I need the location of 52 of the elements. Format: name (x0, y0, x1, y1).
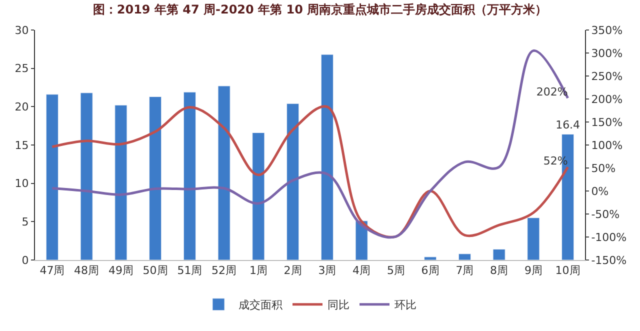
x-tick-label: 48周 (74, 264, 100, 278)
y-tick-label: 10 (14, 177, 29, 190)
x-tick-label: 9周 (524, 264, 542, 278)
x-tick-label: 5周 (386, 264, 405, 278)
y2-tick-label: 150% (591, 116, 623, 129)
x-tick-label: 6周 (421, 264, 440, 278)
y2-tick-label: 300% (591, 46, 623, 60)
x-tick-label: 52周 (212, 264, 237, 278)
y2-tick-label: 50% (591, 162, 616, 175)
bar (320, 54, 334, 260)
bar (527, 218, 540, 260)
x-tick-label: 1周 (249, 264, 268, 278)
bar (183, 92, 196, 260)
y-tick-label: 20 (14, 100, 29, 114)
bar (424, 256, 437, 260)
y2-tick-label: -50% (591, 208, 620, 221)
x-tick-label: 49周 (108, 264, 134, 278)
x-tick-label: 7周 (456, 264, 474, 278)
x-tick-label: 51周 (177, 264, 202, 278)
y2-tick-label: 0% (591, 184, 609, 198)
y-tick-label: 30 (14, 24, 29, 37)
bar (149, 96, 162, 260)
bar (286, 103, 300, 260)
y-tick-label: 25 (14, 62, 29, 76)
y2-tick-label: 350% (591, 24, 623, 37)
bar (114, 104, 128, 260)
x-tick-label: 10周 (555, 264, 580, 278)
bar (458, 254, 471, 260)
bar (492, 249, 506, 260)
x-tick-label: 8周 (490, 264, 508, 278)
x-tick-label: 47周 (40, 264, 65, 278)
y-tick-label: 15 (14, 138, 29, 152)
x-tick-label: 3周 (318, 264, 336, 278)
legend-label: 成交面积 (238, 298, 282, 312)
y2-tick-label: -100% (591, 230, 627, 244)
chart-title: 图：2019 年第 47 周-2020 年第 10 周南京重点城市二手房成交面积（万平方米） (92, 2, 548, 16)
y-tick-label: 5 (22, 216, 29, 229)
x-tick-label: 2周 (284, 264, 302, 278)
legend-label: 同比 (328, 298, 350, 312)
legend-label: 环比 (394, 298, 416, 312)
y2-tick-label: 100% (591, 138, 623, 152)
bar (46, 94, 58, 260)
x-tick-label: 4周 (352, 264, 371, 278)
bar (80, 92, 93, 260)
y-tick-label: 0 (22, 254, 29, 267)
x-tick-label: 50周 (142, 264, 168, 278)
y2-tick-label: 200% (591, 92, 623, 106)
y2-tick-label: 250% (591, 70, 623, 83)
y2-tick-label: -150% (591, 254, 627, 267)
bar (252, 132, 265, 260)
data-label: 16.4 (556, 118, 580, 132)
bar (218, 86, 230, 260)
